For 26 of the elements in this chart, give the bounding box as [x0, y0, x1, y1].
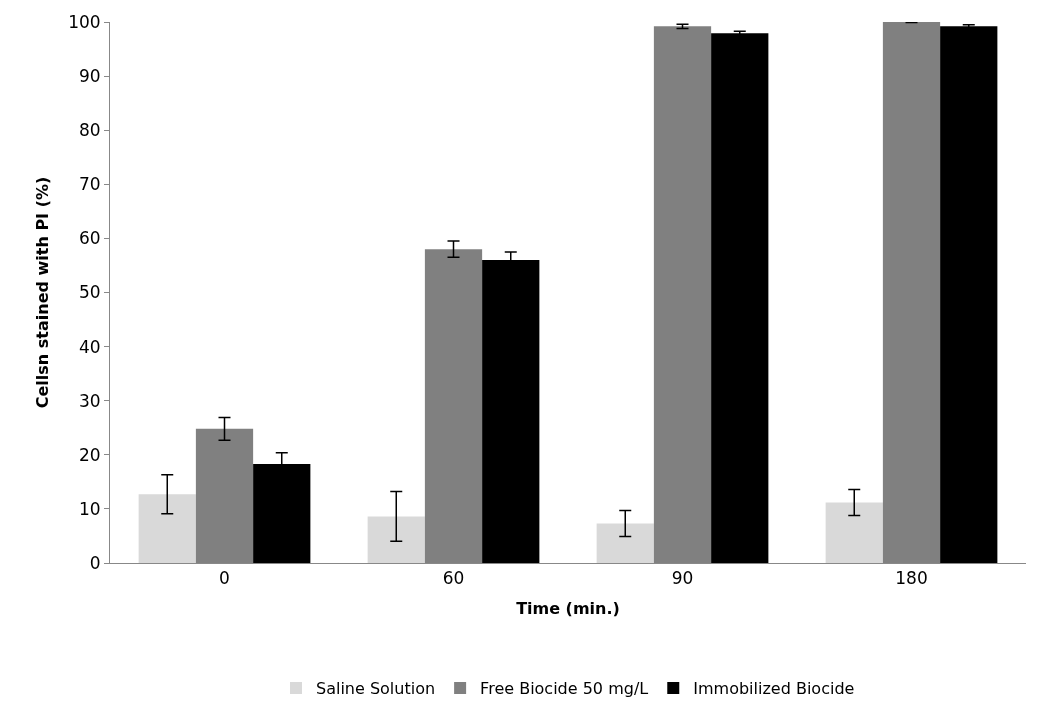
bar [596, 523, 654, 563]
x-tick-label: 0 [219, 568, 230, 589]
y-tick-label: 100 [68, 11, 101, 32]
bar [138, 494, 196, 563]
y-tick-label: 20 [78, 444, 101, 465]
y-tick-label: 40 [78, 336, 101, 357]
y-tick-label: 70 [78, 174, 101, 195]
y-tick-label: 30 [78, 390, 101, 411]
y-tick-label: 90 [78, 66, 101, 87]
legend-label: Saline Solution [316, 679, 436, 699]
y-axis-title: Cellsn stained with PI (%) [33, 176, 53, 409]
y-tick-label: 50 [78, 282, 101, 303]
bar [825, 502, 883, 563]
legend-label: Free Biocide 50 mg/L [480, 679, 649, 699]
bar [940, 26, 998, 563]
y-tick-label: 60 [78, 228, 101, 249]
y-tick-label: 80 [78, 120, 101, 141]
x-tick-label: 60 [442, 568, 465, 589]
bar [711, 33, 769, 563]
legend-label: Immobilized Biocide [693, 679, 855, 699]
x-tick-label: 180 [895, 568, 928, 589]
bar [367, 516, 425, 563]
x-axis-title: Time (min.) [516, 599, 620, 619]
y-tick-label: 10 [78, 498, 101, 519]
x-tick-label: 90 [671, 568, 694, 589]
y-tick-label: 0 [89, 552, 101, 573]
